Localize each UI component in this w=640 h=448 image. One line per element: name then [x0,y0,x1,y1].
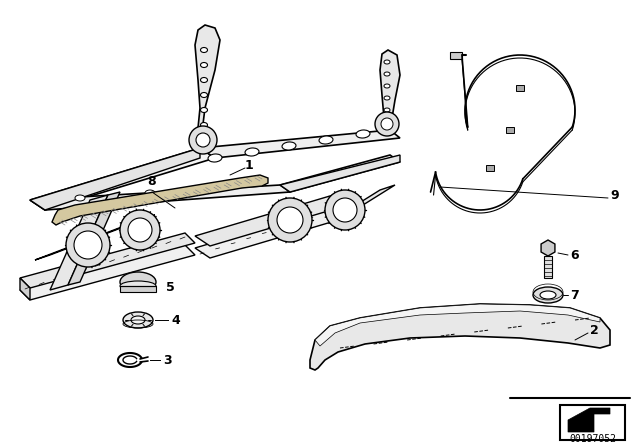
Text: 00197052: 00197052 [570,434,616,444]
Polygon shape [52,175,268,225]
Polygon shape [200,130,400,158]
Circle shape [268,198,312,242]
Text: 6: 6 [570,249,579,262]
Polygon shape [310,304,610,370]
Circle shape [74,231,102,259]
Text: 3: 3 [163,353,172,366]
Polygon shape [120,286,156,292]
Ellipse shape [120,272,156,292]
Ellipse shape [200,108,207,112]
Ellipse shape [120,281,156,291]
Ellipse shape [215,185,225,191]
Polygon shape [30,185,290,210]
Ellipse shape [75,195,85,201]
Ellipse shape [145,190,155,196]
Bar [486,165,494,171]
Circle shape [196,133,210,147]
Polygon shape [20,245,195,300]
Ellipse shape [123,312,153,328]
Text: 4: 4 [171,314,180,327]
Polygon shape [193,25,220,148]
Ellipse shape [384,108,390,112]
Text: 1: 1 [245,159,253,172]
Polygon shape [30,148,200,210]
Polygon shape [568,408,610,432]
Polygon shape [280,155,400,192]
Text: 2: 2 [590,323,599,336]
Circle shape [189,126,217,154]
Polygon shape [195,205,355,258]
Circle shape [120,210,160,250]
Polygon shape [340,193,355,215]
Circle shape [381,118,393,130]
Polygon shape [340,185,395,215]
Circle shape [66,223,110,267]
Ellipse shape [131,316,145,324]
Polygon shape [50,195,108,290]
Ellipse shape [384,60,390,64]
Ellipse shape [208,154,222,162]
Polygon shape [280,155,400,192]
Polygon shape [20,233,195,288]
Ellipse shape [540,291,556,299]
Circle shape [333,198,357,222]
Circle shape [277,207,303,233]
Polygon shape [20,278,30,300]
Polygon shape [380,50,400,130]
Text: 8: 8 [148,175,156,188]
Ellipse shape [245,148,259,156]
Bar [506,127,514,133]
Bar [516,85,524,91]
Polygon shape [35,215,155,260]
Ellipse shape [319,136,333,144]
Bar [560,405,625,440]
Polygon shape [195,193,355,246]
Ellipse shape [200,92,207,98]
Polygon shape [68,192,120,285]
Text: 7: 7 [570,289,579,302]
Ellipse shape [200,78,207,82]
Circle shape [325,190,365,230]
Ellipse shape [384,84,390,88]
Bar [450,52,462,59]
Ellipse shape [200,122,207,128]
Polygon shape [315,304,600,346]
Ellipse shape [356,130,370,138]
Ellipse shape [282,142,296,150]
Ellipse shape [200,63,207,68]
Polygon shape [541,240,555,256]
Ellipse shape [384,72,390,76]
Ellipse shape [200,47,207,52]
Text: 9: 9 [610,189,619,202]
Polygon shape [544,256,552,278]
Polygon shape [30,148,215,210]
Text: 5: 5 [166,280,175,293]
Circle shape [128,218,152,242]
Ellipse shape [533,287,563,303]
Ellipse shape [384,96,390,100]
Circle shape [375,112,399,136]
